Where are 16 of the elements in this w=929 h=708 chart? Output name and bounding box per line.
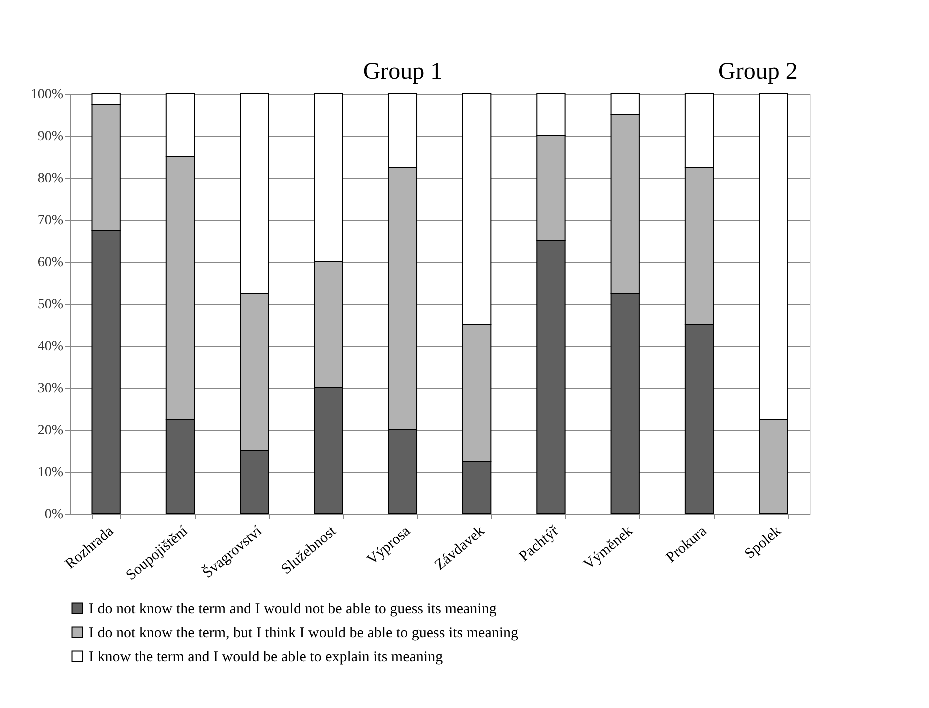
y-tick-label: 10% bbox=[38, 466, 64, 480]
y-tick-label: 100% bbox=[30, 88, 64, 102]
text: Group 2 bbox=[718, 59, 798, 85]
legend-label: I do not know the term and I would not be able to guess its meaning bbox=[89, 602, 498, 618]
y-tick-label: 40% bbox=[38, 340, 64, 354]
y-tick-label: 50% bbox=[38, 298, 64, 312]
y-tick-label: 70% bbox=[38, 214, 64, 228]
y-tick-label: 90% bbox=[38, 130, 64, 144]
y-tick-label: 0% bbox=[44, 508, 64, 522]
text: Group 1 bbox=[363, 59, 443, 85]
y-tick-label: 80% bbox=[38, 172, 64, 186]
y-tick-label: 20% bbox=[38, 424, 64, 438]
y-tick-label: 30% bbox=[38, 382, 64, 396]
y-tick-label: 60% bbox=[38, 256, 64, 270]
legend-label: I know the term and I would be able to explain its meaning bbox=[89, 650, 444, 666]
legend-label: I do not know the term, but I think I would be able to guess its meaning bbox=[89, 626, 520, 642]
